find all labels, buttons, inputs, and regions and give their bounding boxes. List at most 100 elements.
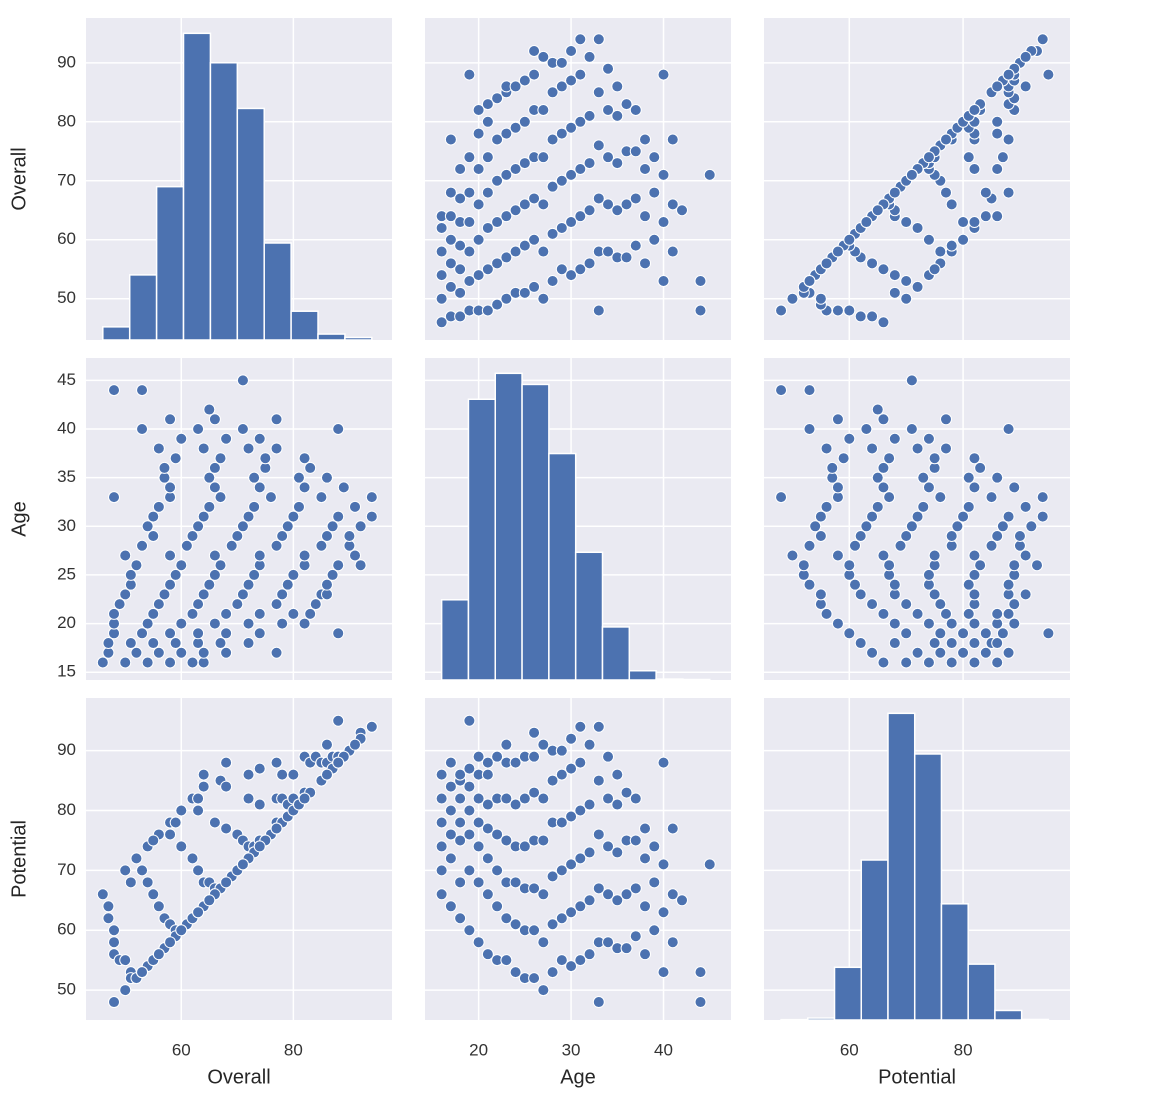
scatter-point — [803, 578, 816, 591]
scatter-point — [298, 481, 311, 494]
scatter-point — [928, 549, 941, 562]
hist-bar — [833, 966, 863, 1021]
scatter-point — [648, 233, 661, 246]
scatter-point — [648, 924, 661, 937]
scatter-point — [231, 598, 244, 611]
hist-bar — [601, 626, 631, 681]
scatter-point — [197, 768, 210, 781]
scatter-point — [298, 617, 311, 630]
scatter-point — [843, 559, 856, 572]
scatter-point — [454, 912, 467, 925]
scatter-point — [454, 816, 467, 829]
scatter-point — [957, 627, 970, 640]
scatter-point — [481, 98, 494, 111]
scatter-point — [639, 822, 652, 835]
scatter-point — [253, 607, 266, 620]
scatter-point — [905, 374, 918, 387]
panel — [86, 698, 392, 1020]
scatter-point — [463, 151, 476, 164]
scatter-point — [337, 481, 350, 494]
scatter-point — [141, 876, 154, 889]
scatter-point — [124, 568, 137, 581]
scatter-point — [220, 780, 233, 793]
scatter-point — [611, 798, 624, 811]
scatter-point — [444, 900, 457, 913]
scatter-point — [629, 792, 642, 805]
scatter-point — [472, 840, 485, 853]
scatter-point — [555, 816, 568, 829]
scatter-point — [537, 104, 550, 116]
scatter-point — [574, 852, 587, 865]
hist-bar — [467, 398, 497, 681]
scatter-point — [491, 900, 504, 913]
scatter-point — [928, 263, 941, 276]
scatter-point — [113, 598, 126, 611]
scatter-point — [934, 646, 947, 659]
scatter-point — [320, 471, 333, 484]
y-tick-label: 50 — [57, 288, 76, 307]
scatter-point — [900, 216, 913, 229]
scatter-point — [180, 539, 193, 552]
scatter-point — [979, 646, 992, 659]
scatter-point — [500, 954, 513, 967]
hist-bar — [860, 859, 889, 1021]
scatter-point — [639, 210, 652, 223]
scatter-point — [509, 162, 522, 175]
scatter-point — [928, 637, 941, 650]
scatter-point — [877, 481, 890, 494]
scatter-point — [888, 578, 901, 591]
scatter-point — [602, 198, 615, 211]
scatter-point — [611, 204, 624, 217]
scatter-point — [629, 239, 642, 252]
scatter-point — [611, 846, 624, 859]
scatter-point — [225, 539, 238, 552]
scatter-point — [481, 304, 494, 317]
scatter-point — [900, 598, 913, 611]
scatter-point — [888, 269, 901, 282]
scatter-point — [119, 588, 132, 601]
scatter-point — [803, 423, 816, 436]
scatter-point — [147, 607, 160, 620]
scatter-point — [694, 275, 707, 288]
scatter-point — [574, 954, 587, 967]
scatter-point — [481, 115, 494, 128]
scatter-point — [332, 714, 345, 727]
scatter-point — [996, 520, 1009, 533]
scatter-point — [491, 828, 504, 841]
hist-bar — [887, 712, 916, 1021]
scatter-point — [991, 471, 1004, 484]
scatter-point — [332, 510, 345, 523]
scatter-point — [472, 750, 485, 763]
scatter-point — [472, 792, 485, 805]
y-tick-label: 70 — [57, 170, 76, 189]
scatter-point — [444, 233, 457, 246]
scatter-point — [500, 912, 513, 925]
scatter-point — [940, 133, 953, 146]
scatter-point — [175, 646, 188, 659]
scatter-point — [220, 646, 233, 659]
scatter-point — [186, 852, 199, 865]
scatter-point — [775, 304, 788, 317]
scatter-point — [1002, 186, 1015, 199]
scatter-point — [1013, 530, 1026, 543]
hist-bar — [913, 753, 943, 1021]
scatter-point — [775, 384, 788, 397]
scatter-point — [565, 216, 578, 229]
scatter-point — [991, 637, 1004, 650]
scatter-point — [509, 121, 522, 134]
scatter-point — [583, 157, 596, 170]
scatter-point — [463, 864, 476, 877]
hist-bar — [317, 333, 346, 341]
scatter-point — [945, 530, 958, 543]
scatter-point — [866, 510, 879, 523]
scatter-point — [945, 239, 958, 252]
scatter-point — [546, 180, 559, 193]
scatter-point — [814, 510, 827, 523]
scatter-point — [911, 280, 924, 293]
hist-bar — [128, 274, 158, 341]
scatter-point — [900, 275, 913, 288]
scatter-point — [444, 852, 457, 865]
scatter-point — [192, 804, 205, 817]
scatter-point — [968, 568, 981, 581]
scatter-point — [253, 762, 266, 775]
